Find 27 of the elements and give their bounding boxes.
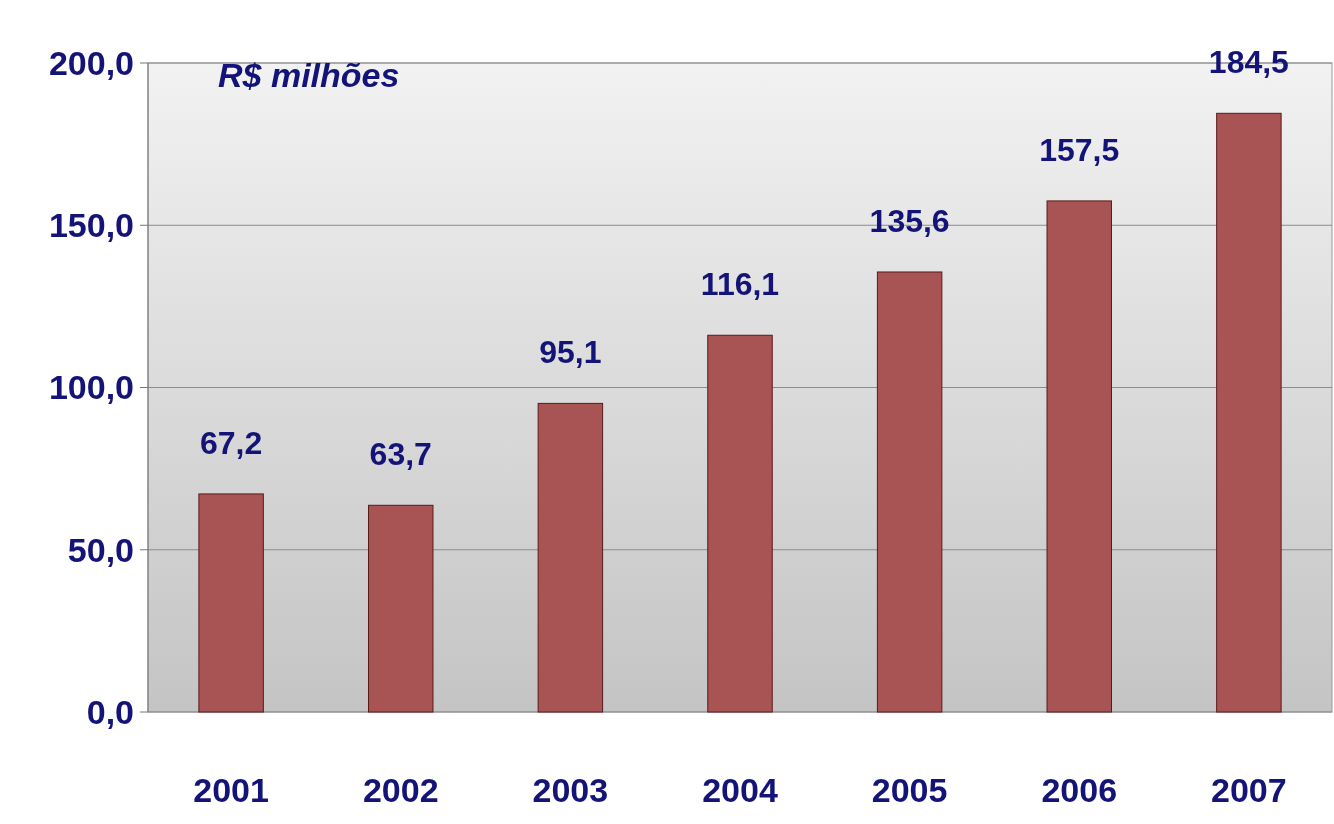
y-tick-label: 150,0: [48, 206, 134, 245]
bar: [198, 493, 264, 713]
x-tick-label: 2003: [532, 771, 609, 809]
y-tick-label: 0,0: [86, 692, 134, 731]
data-label: 157,5: [1039, 131, 1120, 168]
bar: [368, 504, 434, 713]
x-tick-label: 2001: [193, 771, 269, 809]
bar: [537, 402, 604, 713]
x-tick-label: 2002: [362, 771, 439, 809]
y-tick-label: 50,0: [67, 530, 134, 569]
data-label: 63,7: [369, 436, 432, 473]
y-axis-title: R$ milhões: [218, 55, 400, 94]
x-tick-label: 2004: [702, 771, 778, 809]
data-label: 67,2: [199, 424, 263, 461]
bar: [876, 271, 943, 713]
bar: [707, 334, 773, 713]
y-tick-label: 200,0: [48, 43, 134, 82]
x-tick-label: 2007: [1211, 771, 1287, 809]
x-tick-label: 2005: [871, 771, 948, 809]
data-label: 116,1: [700, 266, 780, 303]
data-label: 95,1: [539, 334, 602, 371]
bar: [1216, 112, 1282, 713]
data-label: 184,5: [1208, 44, 1289, 81]
y-tick-label: 100,0: [48, 368, 134, 407]
data-label: 135,6: [869, 202, 950, 239]
x-tick-label: 2006: [1041, 771, 1118, 809]
bar: [1046, 200, 1112, 713]
